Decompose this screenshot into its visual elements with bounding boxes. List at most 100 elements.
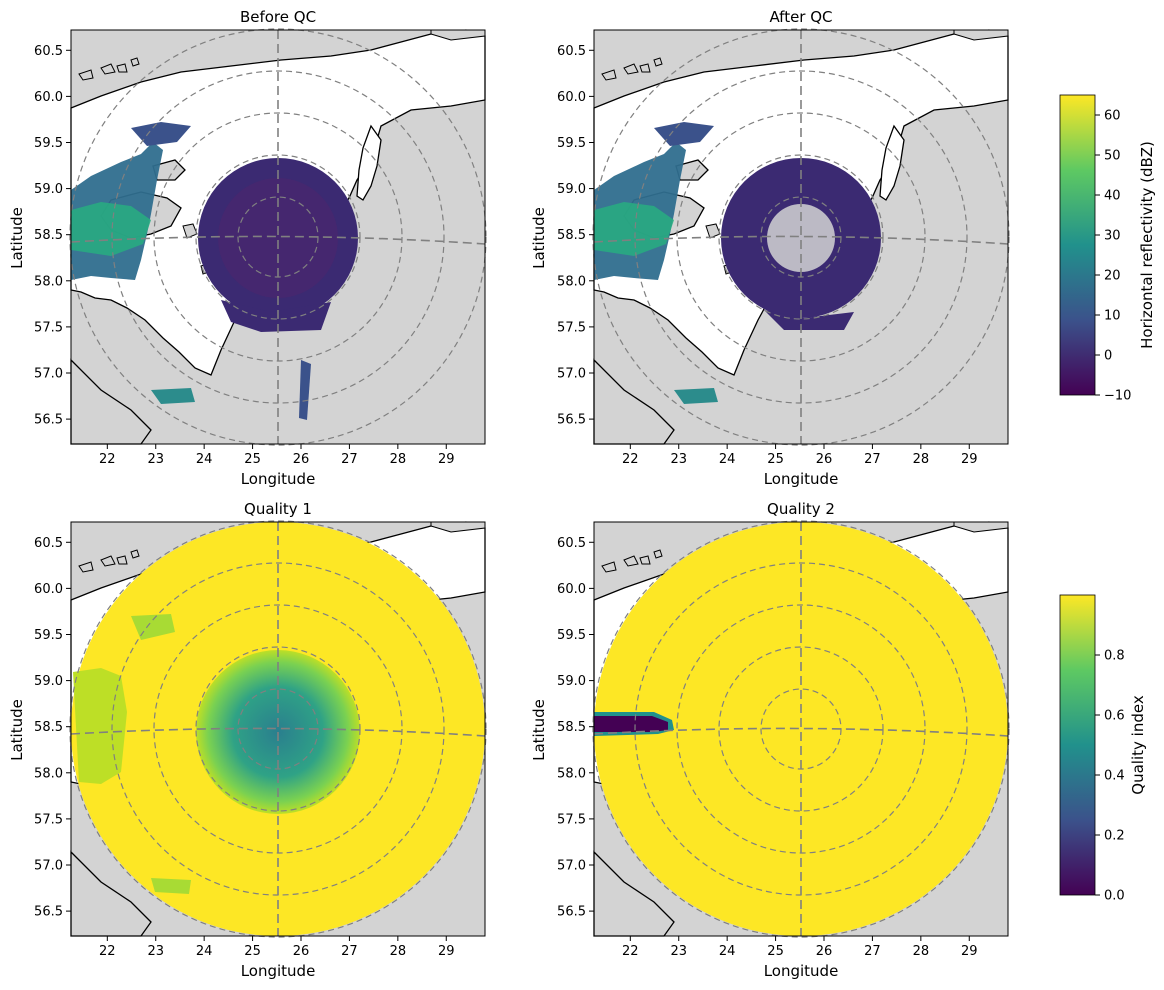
colorbar-tick-label: 10 [1104, 309, 1121, 324]
y-tick-label: 57.0 [557, 859, 586, 874]
ylabel-after-qc: Latitude [530, 207, 548, 269]
y-tick-label: 59.5 [557, 136, 586, 151]
x-tick-label: 25 [767, 452, 784, 467]
colorbar-reflectivity-gradient [1059, 94, 1096, 396]
y-tick-label: 60.5 [34, 44, 63, 59]
y-tick-label: 58.5 [557, 720, 586, 735]
colorbar-tick-label: 0.8 [1104, 649, 1125, 664]
y-tick-label: 57.5 [34, 812, 63, 827]
y-tick-label: 58.0 [34, 766, 63, 781]
colorbar-reflectivity-ticks: 60 50 40 30 20 10 0 −10 [1095, 109, 1131, 404]
colorbar-quality-label: Quality index [1129, 695, 1147, 795]
x-tick-label: 29 [438, 452, 455, 467]
y-tick-label: 59.0 [557, 674, 586, 689]
y-tick-label: 57.5 [34, 320, 63, 335]
colorbar-reflectivity: 60 50 40 30 20 10 0 −10 Horizontal reflectivity… [1059, 94, 1156, 404]
y-tick-label: 60.5 [557, 44, 586, 59]
colorbar-tick-label: 0 [1104, 349, 1112, 364]
x-tick-label: 27 [341, 944, 358, 959]
x-tick-label: 28 [913, 944, 930, 959]
quality-field [594, 522, 1008, 936]
y-tick-label: 59.5 [34, 136, 63, 151]
x-tick-label: 24 [196, 944, 213, 959]
y-tick-label: 60.5 [557, 536, 586, 551]
reflectivity-field [594, 122, 881, 404]
x-tick-label: 26 [816, 452, 833, 467]
x-tick-label: 29 [438, 944, 455, 959]
y-tick-label: 59.0 [557, 182, 586, 197]
xlabel-quality-1: Longitude [241, 962, 316, 980]
y-tick-label: 58.0 [557, 766, 586, 781]
x-tick-label: 28 [913, 452, 930, 467]
x-tick-label: 27 [864, 452, 881, 467]
ylabel-quality-1: Latitude [8, 699, 26, 761]
colorbar-quality-ticks: 0.8 0.6 0.4 0.2 0.0 [1095, 649, 1125, 904]
y-tick-label: 60.0 [557, 582, 586, 597]
x-tick-label: 25 [244, 452, 261, 467]
x-tick-label: 22 [622, 944, 639, 959]
y-tick-label: 60.0 [34, 582, 63, 597]
x-tick-label: 22 [99, 452, 116, 467]
y-tick-label: 57.5 [557, 320, 586, 335]
title-quality-1: Quality 1 [244, 500, 312, 518]
title-before-qc: Before QC [240, 8, 316, 26]
x-tick-label: 29 [961, 944, 978, 959]
colorbar-reflectivity-label: Horizontal reflectivity (dBZ) [1138, 141, 1156, 349]
y-tick-label: 57.0 [34, 859, 63, 874]
x-tick-label: 23 [147, 452, 164, 467]
x-tick-label: 24 [719, 944, 736, 959]
y-tick-label: 57.5 [557, 812, 586, 827]
panel-before-qc [69, 28, 487, 446]
y-tick-label: 57.0 [557, 367, 586, 382]
y-tick-label: 56.5 [34, 413, 63, 428]
title-after-qc: After QC [769, 8, 832, 26]
colorbar-tick-label: 30 [1104, 229, 1121, 244]
xlabel-before-qc: Longitude [241, 470, 316, 488]
axis-ticks: 22 23 24 25 26 27 28 29 56.5 57.0 57.5 58.0 58.5 59.0… [34, 44, 977, 959]
x-tick-label: 28 [390, 944, 407, 959]
reflectivity-field [71, 122, 358, 420]
x-tick-label: 25 [244, 944, 261, 959]
panel-quality-2 [592, 520, 1010, 938]
y-tick-label: 59.5 [34, 628, 63, 643]
x-tick-label: 26 [816, 944, 833, 959]
colorbar-tick-label: 20 [1104, 269, 1121, 284]
x-tick-label: 23 [670, 452, 687, 467]
y-tick-label: 56.5 [34, 905, 63, 920]
x-tick-label: 22 [622, 452, 639, 467]
colorbar-quality-gradient [1059, 594, 1096, 896]
y-tick-label: 58.5 [557, 228, 586, 243]
x-tick-label: 24 [719, 452, 736, 467]
x-tick-label: 22 [99, 944, 116, 959]
xlabel-after-qc: Longitude [764, 470, 839, 488]
y-tick-label: 58.5 [34, 228, 63, 243]
title-quality-2: Quality 2 [767, 500, 835, 518]
y-tick-label: 58.0 [34, 274, 63, 289]
y-tick-label: 58.0 [557, 274, 586, 289]
ylabel-before-qc: Latitude [8, 207, 26, 269]
y-tick-label: 59.5 [557, 628, 586, 643]
x-tick-label: 24 [196, 452, 213, 467]
colorbar-tick-label: 0.4 [1104, 769, 1125, 784]
x-tick-label: 25 [767, 944, 784, 959]
x-tick-label: 26 [293, 944, 310, 959]
xlabel-quality-2: Longitude [764, 962, 839, 980]
ylabel-quality-2: Latitude [530, 699, 548, 761]
colorbar-tick-label: 60 [1104, 109, 1121, 124]
y-tick-label: 59.0 [34, 182, 63, 197]
x-tick-label: 29 [961, 452, 978, 467]
y-tick-label: 57.0 [34, 367, 63, 382]
colorbar-tick-label: 0.0 [1104, 889, 1125, 904]
colorbar-tick-label: 40 [1104, 189, 1121, 204]
colorbar-tick-label: 0.6 [1104, 709, 1125, 724]
x-tick-label: 26 [293, 452, 310, 467]
x-tick-label: 28 [390, 452, 407, 467]
panel-after-qc [592, 28, 1010, 446]
colorbar-tick-label: 50 [1104, 149, 1121, 164]
y-tick-label: 60.5 [34, 536, 63, 551]
quality-field [71, 522, 485, 936]
colorbar-quality: 0.8 0.6 0.4 0.2 0.0 Quality index [1059, 594, 1147, 904]
colorbar-tick-label: −10 [1104, 389, 1131, 404]
y-tick-label: 58.5 [34, 720, 63, 735]
